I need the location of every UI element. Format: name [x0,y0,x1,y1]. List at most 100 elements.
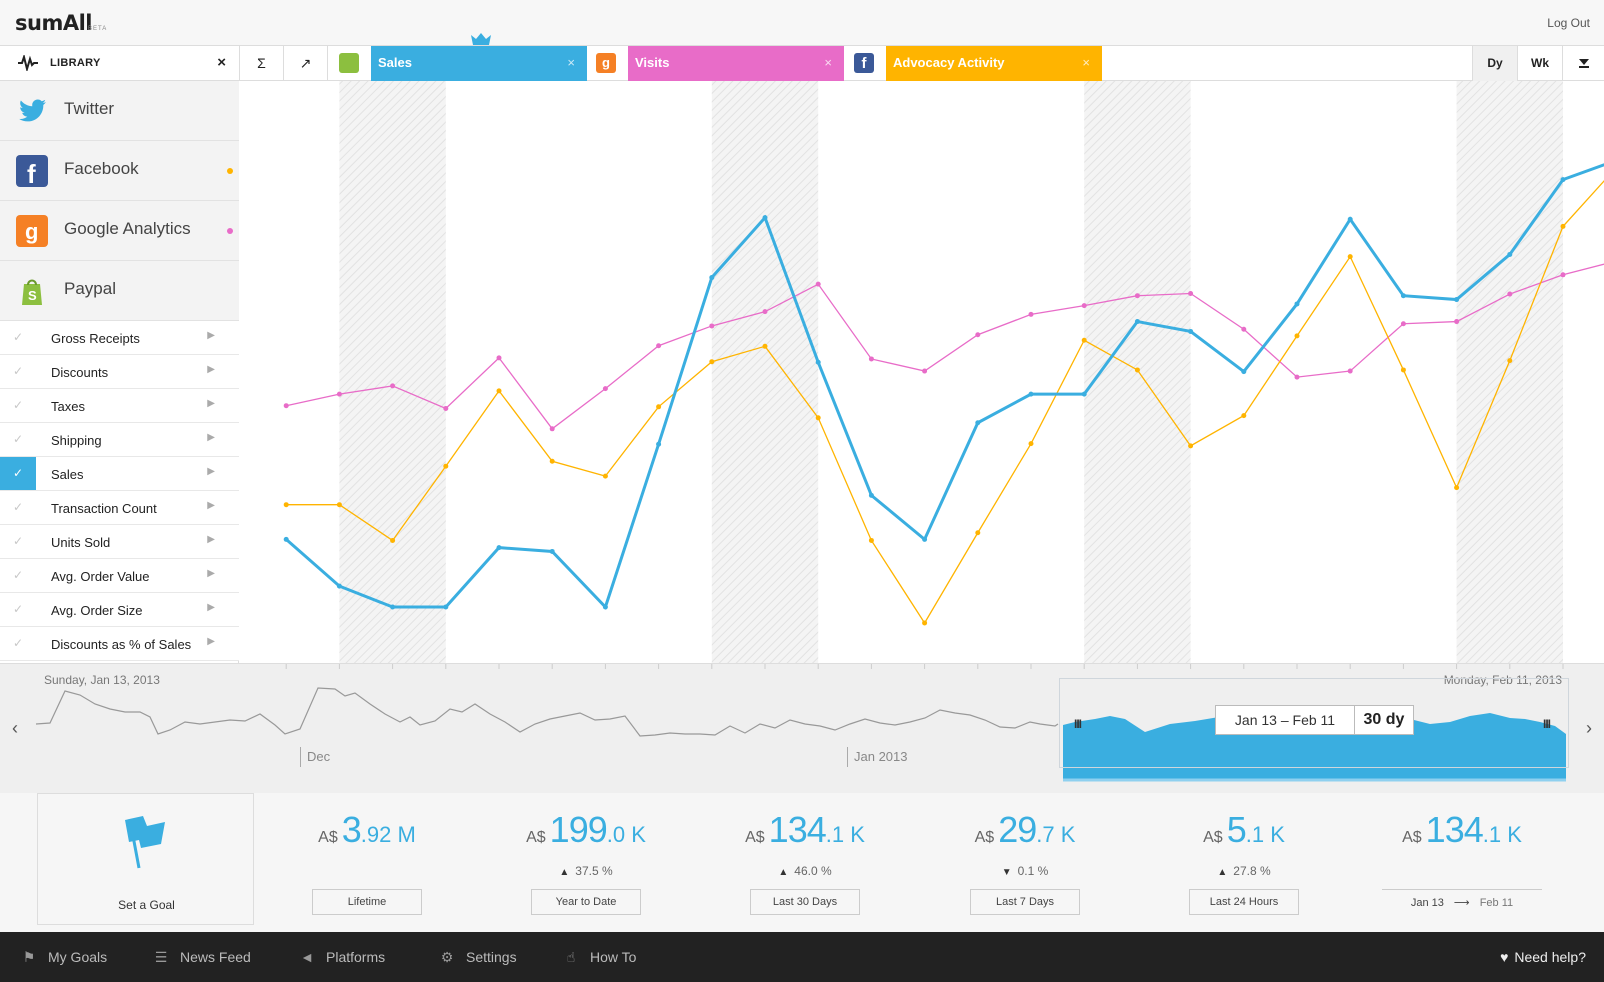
data-point[interactable] [1507,251,1513,257]
data-point[interactable] [443,604,449,610]
data-point[interactable] [549,426,555,432]
library-button[interactable]: LIBRARY × [0,46,240,81]
data-point[interactable] [1081,391,1087,397]
data-point[interactable] [496,355,502,361]
check-icon[interactable]: ✓ [12,568,24,582]
data-point[interactable] [656,343,662,349]
stat-period-button[interactable]: Last 30 Days [750,889,860,915]
download-button[interactable] [1562,46,1604,81]
data-point[interactable] [709,275,715,281]
data-point[interactable] [1400,293,1406,299]
data-point[interactable] [1028,311,1034,317]
metric-item[interactable]: ✓ Taxes ▶ [0,389,239,423]
week-button[interactable]: Wk [1517,46,1562,81]
data-point[interactable] [1188,328,1194,334]
timeline-next-icon[interactable]: › [1586,718,1592,738]
close-tab-icon[interactable]: × [1082,55,1090,70]
check-icon[interactable]: ✓ [12,330,24,344]
data-point[interactable] [762,309,768,315]
data-point[interactable] [922,620,928,626]
set-goal-button[interactable]: Set a Goal [37,793,254,925]
data-point[interactable] [922,536,928,542]
data-point[interactable] [1400,367,1406,373]
check-icon[interactable]: ✓ [12,602,24,616]
platform-facebook[interactable]: f Facebook [0,141,239,201]
platform-paypal[interactable]: S Paypal [0,261,239,321]
data-point[interactable] [975,332,981,338]
data-point[interactable] [868,492,874,498]
data-point[interactable] [868,356,874,362]
stat-period-button[interactable]: Last 24 Hours [1189,889,1299,915]
data-point[interactable] [1081,337,1087,343]
check-icon[interactable]: ✓ [12,398,24,412]
data-point[interactable] [975,420,981,426]
data-point[interactable] [496,545,502,551]
data-point[interactable] [709,323,715,329]
data-point[interactable] [1028,391,1034,397]
nav-how-to[interactable]: ☝ How To [560,932,637,982]
check-icon[interactable]: ✓ [12,364,24,378]
data-point[interactable] [1294,374,1300,380]
tab-sales[interactable]: Sales × [371,46,587,81]
data-point[interactable] [1294,301,1300,307]
data-point[interactable] [762,343,768,349]
check-icon[interactable]: ✓ [12,432,24,446]
data-point[interactable] [1507,358,1513,364]
data-point[interactable] [922,368,928,374]
data-point[interactable] [336,391,342,397]
data-point[interactable] [1241,369,1247,375]
close-tab-icon[interactable]: × [824,55,832,70]
data-point[interactable] [1241,413,1247,419]
stat-period-button[interactable]: Last 7 Days [970,889,1080,915]
nav-settings[interactable]: ⚙ Settings [436,932,517,982]
metric-item[interactable]: ✓ Shipping ▶ [0,423,239,457]
range-handle-right[interactable]: III [1543,717,1551,731]
data-point[interactable] [602,604,608,610]
range-selector[interactable] [1059,678,1569,768]
metric-item[interactable]: ✓ Discounts ▶ [0,355,239,389]
data-point[interactable] [336,583,342,589]
tab-visits[interactable]: Visits × [628,46,844,81]
platform-google-analytics[interactable]: g Google Analytics [0,201,239,261]
metric-item[interactable]: ✓ Avg. Order Size ▶ [0,593,239,627]
timeline-prev-icon[interactable]: ‹ [12,718,18,738]
data-point[interactable] [443,405,449,411]
data-point[interactable] [1560,177,1566,183]
data-point[interactable] [283,403,289,409]
data-point[interactable] [762,215,768,221]
data-point[interactable] [390,604,396,610]
metric-item[interactable]: ✓ Avg. Order Value ▶ [0,559,239,593]
range-days[interactable]: 30 dy [1354,705,1414,735]
data-point[interactable] [1241,326,1247,332]
data-point[interactable] [1188,291,1194,296]
data-point[interactable] [1347,368,1353,374]
data-point[interactable] [1347,216,1353,222]
data-point[interactable] [1400,321,1406,327]
data-point[interactable] [1294,333,1300,339]
metric-item[interactable]: ✓ Units Sold ▶ [0,525,239,559]
data-point[interactable] [390,537,396,543]
data-point[interactable] [443,463,449,469]
metric-item[interactable]: ✓ Gross Receipts ▶ [0,321,239,355]
data-point[interactable] [1188,443,1194,449]
data-point[interactable] [815,359,821,365]
logout-link[interactable]: Log Out [1547,16,1590,30]
range-handle-left[interactable]: III [1074,717,1082,731]
nav-my-goals[interactable]: ⚑ My Goals [18,932,107,982]
stat-period-button[interactable]: Lifetime [312,889,422,915]
data-point[interactable] [549,458,555,464]
data-point[interactable] [1134,367,1140,373]
metric-item[interactable]: ✓ Sales ▶ [0,457,239,491]
metric-item[interactable]: ✓ Transaction Count ▶ [0,491,239,525]
data-point[interactable] [283,502,289,508]
stat-period-button[interactable]: Year to Date [531,889,641,915]
data-point[interactable] [868,537,874,543]
data-point[interactable] [815,281,821,287]
stat-date-range[interactable]: Jan 13 ⟶ Feb 11 [1382,889,1542,915]
sum-button[interactable]: Σ [240,46,284,81]
data-point[interactable] [602,386,608,392]
check-icon[interactable]: ✓ [12,534,24,548]
help-link[interactable]: ♥ Need help? [1500,932,1586,982]
data-point[interactable] [549,548,555,554]
check-icon[interactable]: ✓ [12,500,24,514]
